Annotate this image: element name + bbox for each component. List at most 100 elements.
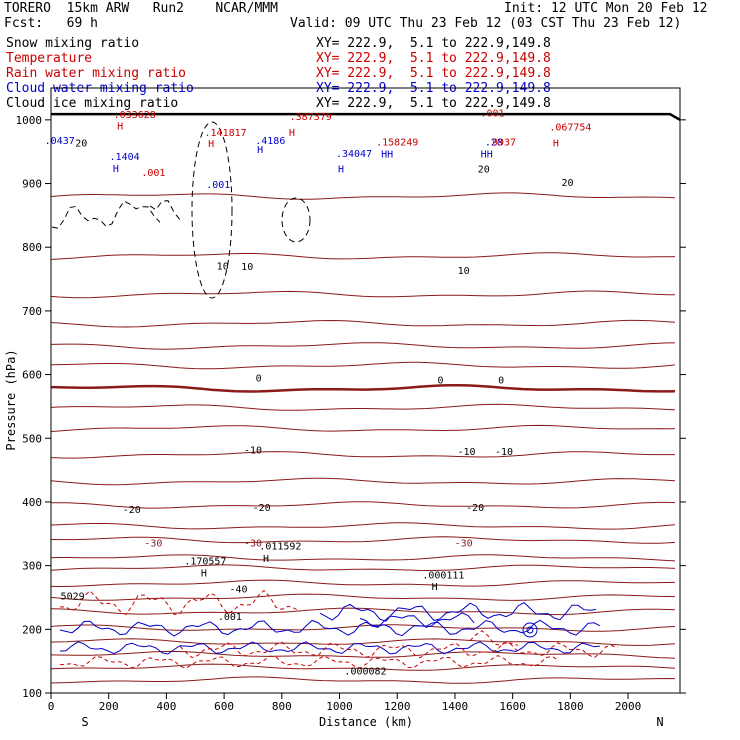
contour-label: 5029 [61, 591, 85, 602]
contour-label: H [553, 139, 559, 150]
contour-label: 10 [458, 266, 470, 277]
x-tick-label: 1400 [442, 700, 469, 713]
y-tick-label: 800 [22, 241, 42, 254]
x-tick-label: 400 [156, 700, 176, 713]
contour-label: .158249 [376, 137, 418, 148]
cloud-contour [59, 619, 601, 637]
contour-label: -20 [253, 503, 271, 514]
contour-label: .033628 [114, 110, 156, 121]
contour-label: 0 [498, 376, 504, 387]
temperature-contour [50, 650, 676, 659]
x-tick-label: 1200 [384, 700, 411, 713]
temperature-contour [50, 361, 676, 370]
temperature-contour [50, 624, 676, 632]
y-axis-title: Pressure (hPa) [4, 349, 18, 450]
x-tick-label: 800 [272, 700, 292, 713]
x-tick-label: 600 [214, 700, 234, 713]
temperature-contour [50, 403, 676, 411]
header-model: TORERO 15km ARW Run2 NCAR/MMM [4, 1, 278, 16]
contour-label: H [289, 128, 295, 139]
contour-label: H [263, 554, 269, 565]
field-name-cloud-ice: Cloud ice mixing ratio [6, 96, 179, 111]
y-tick-label: 1000 [16, 114, 43, 127]
contour-label: .067754 [549, 123, 591, 134]
cloud-water-contour [522, 622, 538, 638]
cloud-water-contour [526, 626, 534, 634]
contour-label: 0 [437, 376, 443, 387]
contour-label: 0 [256, 374, 262, 385]
contour-label: H [432, 582, 438, 593]
contour-label: .141817 [205, 128, 247, 139]
snow-contour [191, 121, 233, 299]
x-tick-label: 1800 [557, 700, 584, 713]
contour-label: .170557 [184, 556, 226, 567]
contour-label: -20 [466, 503, 484, 514]
contour-label: HH [381, 149, 393, 160]
temperature-contour [50, 522, 676, 530]
temperature-contour [50, 290, 676, 299]
contour-label: .1404 [110, 152, 140, 163]
contour-label: -20 [123, 505, 141, 516]
temperature-contours [50, 192, 676, 684]
cloud-contour [59, 655, 559, 669]
x-tick-label: 0 [48, 700, 55, 713]
cloud-contour [51, 200, 161, 229]
x-tick-label: 1000 [326, 700, 353, 713]
temperature-contour [50, 564, 676, 571]
contour-label: 10 [241, 262, 253, 273]
x-tick-label: 1600 [499, 700, 526, 713]
temperature-contour [50, 554, 676, 562]
contour-label: .011592 [259, 542, 301, 553]
temperature-contour [50, 593, 676, 601]
contour-label: H [257, 145, 263, 156]
temperature-contour [50, 192, 676, 200]
contour-label: 10 [217, 262, 229, 273]
cloud-contour [319, 601, 597, 622]
cloud-contour [179, 641, 619, 659]
temperature-contour [50, 638, 676, 646]
contour-label: -30 [244, 539, 262, 550]
y-tick-label: 200 [22, 623, 42, 636]
cloud-contour [469, 630, 519, 646]
x-tick-label: 200 [99, 700, 119, 713]
contour-label: H [338, 165, 344, 176]
y-tick-label: 300 [22, 560, 42, 573]
x-axis-title: Distance (km) [319, 715, 413, 729]
snow-contour [281, 197, 311, 243]
contour-label: .000082 [344, 667, 386, 678]
temperature-contour [50, 383, 676, 393]
field-xy-rain: XY= 222.9, 5.1 to 222.9,149.8 [316, 66, 551, 81]
temperature-contour [50, 676, 676, 684]
cloud-contour [59, 641, 601, 655]
temperature-contour [50, 252, 676, 260]
contour-label: -10 [244, 446, 262, 457]
temperature-contour [50, 477, 676, 486]
temperature-contour [50, 424, 676, 432]
field-xy-snow: XY= 222.9, 5.1 to 222.9,149.8 [316, 36, 551, 51]
temperature-contour [50, 501, 676, 509]
contour-label: -40 [229, 584, 247, 595]
contour-label: H [208, 139, 214, 150]
field-name-rain: Rain water mixing ratio [6, 66, 187, 81]
contour-label: 20 [478, 165, 490, 176]
temperature-contour [50, 579, 676, 587]
contour-label: -10 [495, 447, 513, 458]
header-fcst: Fcst: 69 h [4, 16, 98, 31]
endpoint-left: S [81, 715, 88, 729]
contour-label: .001 [480, 109, 504, 120]
contour-label: 9937 [492, 137, 516, 148]
y-tick-label: 600 [22, 369, 42, 382]
cloud-contour [149, 200, 181, 221]
field-name-temperature: Temperature [6, 51, 93, 66]
temperature-contour [50, 342, 675, 350]
terrain-line [51, 112, 681, 121]
y-tick-label: 700 [22, 305, 42, 318]
cloud-contour [59, 589, 301, 616]
y-tick-label: 100 [22, 687, 42, 700]
contour-label: .34047 [336, 149, 372, 160]
cloud-contour [359, 612, 475, 628]
field-xy-temperature: XY= 222.9, 5.1 to 222.9,149.8 [316, 51, 551, 66]
